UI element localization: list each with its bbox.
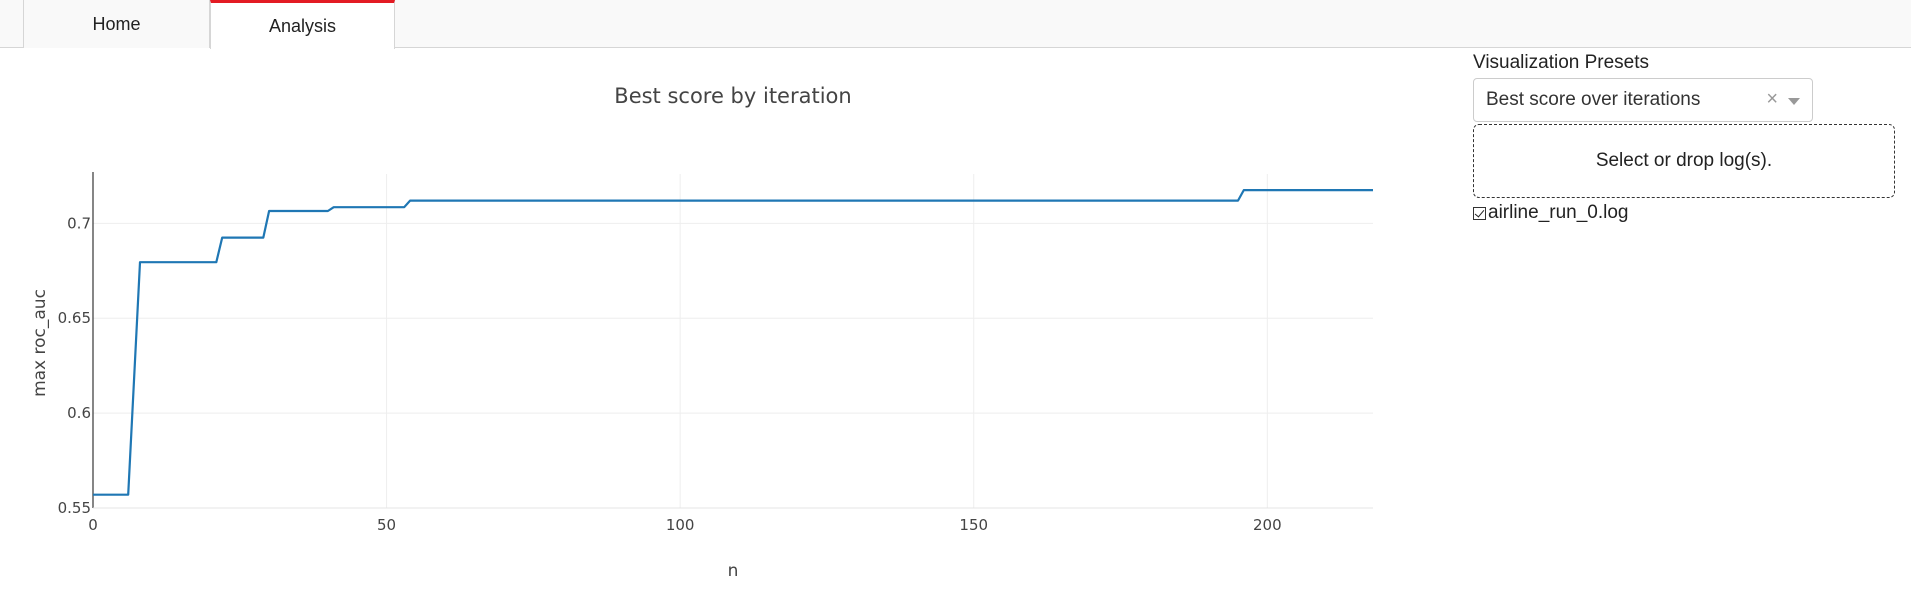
- dropzone-text: Select or drop log(s).: [1595, 150, 1773, 171]
- side-panel: Visualization Presets Best score over it…: [1473, 52, 1895, 224]
- x-tick-label: 100: [666, 516, 695, 534]
- y-tick-label: 0.55: [58, 499, 91, 517]
- chevron-down-icon[interactable]: [1788, 98, 1800, 105]
- y-tick-label: 0.6: [67, 404, 91, 422]
- x-tick-label: 150: [959, 516, 988, 534]
- y-axis-label: max roc_auc: [30, 289, 50, 397]
- log-dropzone[interactable]: Select or drop log(s).: [1473, 124, 1895, 198]
- x-tick-label: 200: [1253, 516, 1282, 534]
- x-tick-label: 50: [377, 516, 396, 534]
- presets-label: Visualization Presets: [1473, 52, 1650, 73]
- file-item: airline_run_0.log: [1473, 202, 1895, 224]
- clear-icon[interactable]: ×: [1766, 88, 1778, 110]
- tab-analysis[interactable]: Analysis: [210, 0, 395, 49]
- tab-bar: Home Analysis: [0, 0, 1911, 49]
- presets-dropdown[interactable]: Best score over iterations ×: [1473, 78, 1813, 122]
- file-name: airline_run_0.log: [1488, 202, 1629, 223]
- x-axis-label: n: [728, 561, 739, 581]
- x-tick-label: 0: [88, 516, 98, 534]
- file-checkbox[interactable]: [1473, 206, 1486, 220]
- chart-area: 0 50 100 150 200 0.55 0.6 0.65 0.7 Best score by …: [0, 48, 1440, 612]
- tab-home[interactable]: Home: [23, 0, 210, 48]
- series-line: [93, 189, 1373, 496]
- chart-title: Best score by iteration: [614, 84, 851, 108]
- y-tick-label: 0.65: [58, 309, 91, 327]
- y-tick-label: 0.7: [67, 214, 91, 232]
- presets-selected-value: Best score over iterations: [1486, 89, 1701, 110]
- best-score-chart: 0 50 100 150 200 0.55 0.6 0.65 0.7 Best score by …: [30, 84, 1373, 581]
